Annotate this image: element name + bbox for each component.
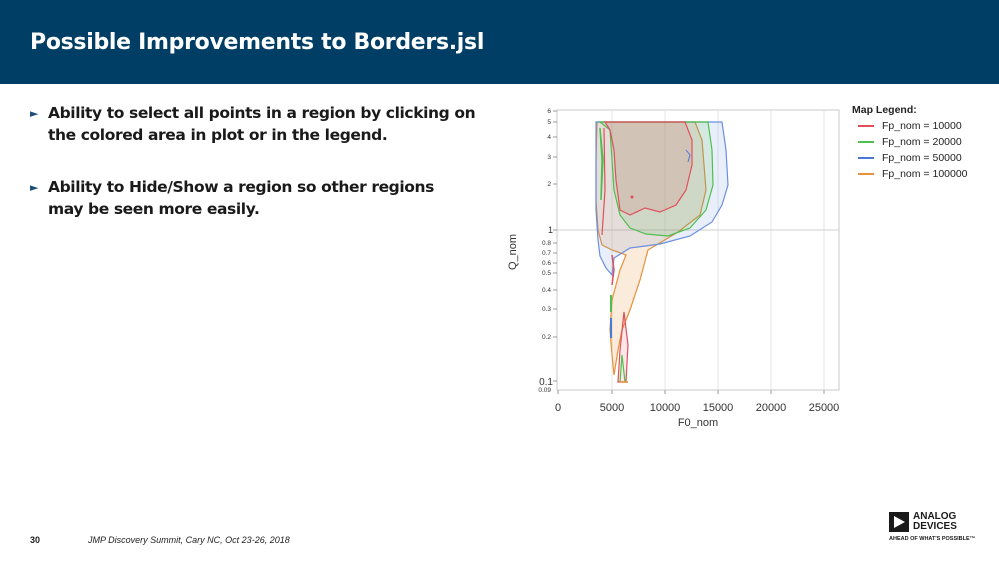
svg-text:0.09: 0.09 (538, 387, 551, 394)
line-swatch-icon (858, 157, 874, 159)
bullet-item: ► Ability to Hide/Show a region so other… (30, 176, 490, 220)
contour-plot[interactable]: 6 5 4 3 2 1 0.8 0.7 0.6 0.5 0.4 0.3 0.2 … (500, 100, 860, 435)
bullet-text-line: the colored area in plot or in the legen… (48, 126, 388, 144)
svg-text:0.1: 0.1 (539, 377, 553, 388)
legend-title: Map Legend: (852, 104, 917, 116)
bullet-text-line: Ability to Hide/Show a region so other r… (48, 178, 435, 196)
svg-text:0.5: 0.5 (542, 270, 551, 277)
logo-name-line: ANALOG (913, 511, 957, 522)
legend-label: Fp_nom = 20000 (882, 136, 962, 148)
slide-title: Possible Improvements to Borders.jsl (30, 30, 485, 55)
logo-name-line: DEVICES (913, 521, 957, 532)
svg-text:6: 6 (547, 108, 551, 115)
svg-text:0.8: 0.8 (542, 240, 551, 247)
svg-text:20000: 20000 (756, 402, 787, 414)
page-number: 30 (30, 535, 41, 545)
map-legend[interactable]: Map Legend: Fp_nom = 10000 Fp_nom = 2000… (852, 104, 992, 182)
svg-text:5: 5 (547, 119, 551, 126)
title-bar: Possible Improvements to Borders.jsl (0, 0, 999, 84)
svg-text:15000: 15000 (703, 402, 734, 414)
svg-text:0.6: 0.6 (542, 260, 551, 267)
svg-text:0.2: 0.2 (542, 334, 551, 341)
bullet-list: ► Ability to select all points in a regi… (30, 102, 490, 246)
line-swatch-icon (858, 173, 874, 175)
svg-text:0: 0 (555, 402, 561, 414)
svg-text:1: 1 (548, 225, 553, 235)
bullet-text-line: may be seen more easily. (48, 200, 260, 218)
svg-text:0.7: 0.7 (542, 250, 551, 257)
line-swatch-icon (858, 125, 874, 127)
svg-text:4: 4 (547, 134, 551, 141)
bullet-text-line: Ability to select all points in a region… (48, 104, 476, 122)
analog-devices-logo: ANALOG DEVICES AHEAD OF WHAT'S POSSIBLE™ (889, 512, 989, 552)
footer-event-text: JMP Discovery Summit, Cary NC, Oct 23-26… (88, 535, 290, 545)
svg-text:5000: 5000 (600, 402, 624, 414)
legend-label: Fp_nom = 50000 (882, 152, 962, 164)
svg-text:Q_nom: Q_nom (507, 234, 519, 270)
logo-tagline: AHEAD OF WHAT'S POSSIBLE™ (889, 536, 976, 542)
svg-text:3: 3 (547, 154, 551, 161)
line-swatch-icon (858, 141, 874, 143)
svg-text:F0_nom: F0_nom (678, 417, 718, 429)
legend-item[interactable]: Fp_nom = 100000 (852, 166, 992, 182)
legend-label: Fp_nom = 100000 (882, 168, 968, 180)
svg-text:2: 2 (547, 181, 551, 188)
bullet-item: ► Ability to select all points in a regi… (30, 102, 490, 146)
legend-item[interactable]: Fp_nom = 10000 (852, 118, 992, 134)
legend-item[interactable]: Fp_nom = 50000 (852, 150, 992, 166)
svg-text:10000: 10000 (650, 402, 681, 414)
legend-item[interactable]: Fp_nom = 20000 (852, 134, 992, 150)
triangle-right-icon: ► (30, 181, 39, 194)
svg-text:0.3: 0.3 (542, 306, 551, 313)
logo-name: ANALOG DEVICES (913, 512, 957, 532)
svg-text:0.4: 0.4 (542, 287, 551, 294)
svg-text:25000: 25000 (809, 402, 840, 414)
legend-label: Fp_nom = 10000 (882, 120, 962, 132)
triangle-right-icon: ► (30, 107, 39, 120)
logo-triangle-icon (889, 512, 909, 532)
